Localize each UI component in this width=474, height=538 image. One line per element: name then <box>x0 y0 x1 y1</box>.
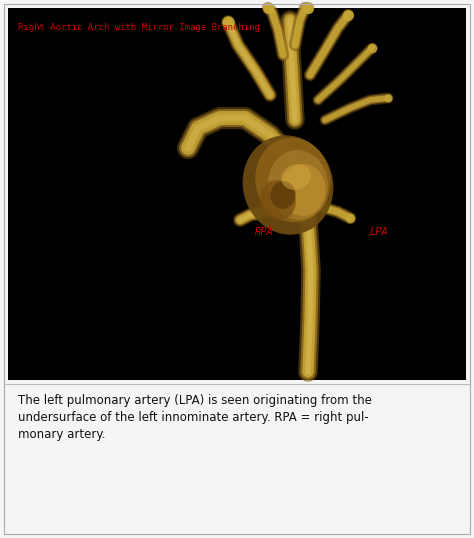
Text: monary artery.: monary artery. <box>18 428 106 441</box>
Ellipse shape <box>268 150 328 220</box>
Text: Right Aortic Arch with Mirror Image Branching: Right Aortic Arch with Mirror Image Bran… <box>18 23 260 32</box>
Text: The left pulmonary artery (LPA) is seen originating from the: The left pulmonary artery (LPA) is seen … <box>18 394 372 407</box>
Ellipse shape <box>255 138 331 222</box>
Ellipse shape <box>271 181 296 209</box>
Ellipse shape <box>281 164 326 216</box>
Ellipse shape <box>260 180 296 220</box>
Ellipse shape <box>281 164 311 190</box>
Text: RPA: RPA <box>255 227 274 237</box>
Bar <box>4 384 470 534</box>
Ellipse shape <box>243 136 333 235</box>
Text: undersurface of the left innominate artery. RPA = right pul-: undersurface of the left innominate arte… <box>18 411 369 424</box>
Bar <box>8 8 466 380</box>
Text: LPA: LPA <box>370 227 389 237</box>
